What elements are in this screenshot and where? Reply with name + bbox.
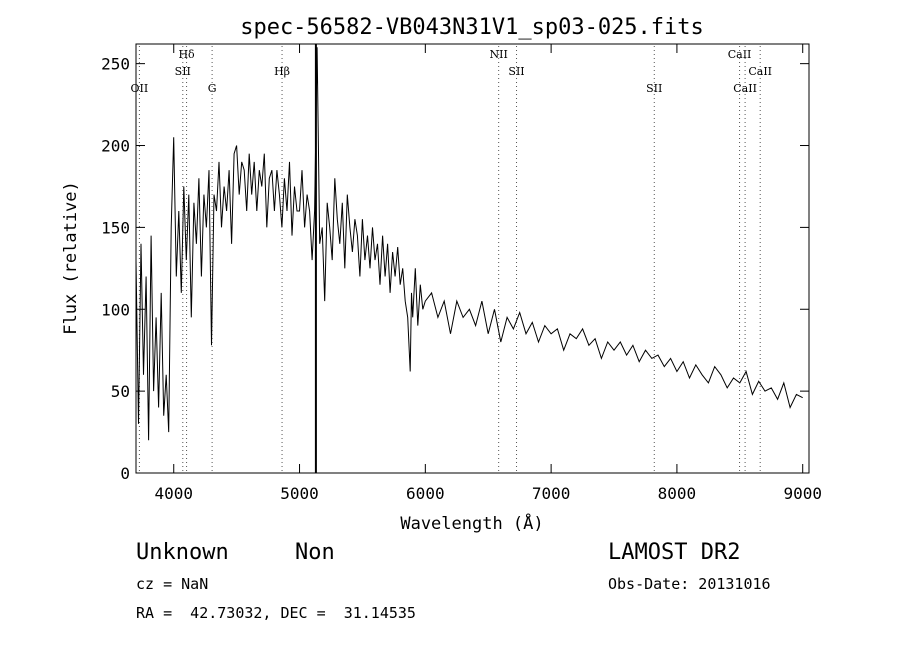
x-tick-label: 9000 <box>783 484 822 503</box>
spectrum-line <box>135 47 803 441</box>
x-tick-label: 8000 <box>658 484 697 503</box>
line-marker-label: G <box>208 82 217 95</box>
y-tick-label: 150 <box>101 218 130 237</box>
line-marker-label: SII <box>175 65 191 78</box>
spectral-subclass: Non <box>295 540 335 565</box>
x-tick-label: 4000 <box>154 484 193 503</box>
spectral-class: Unknown <box>136 540 229 565</box>
line-marker-label: OII <box>131 82 149 95</box>
y-tick-label: 50 <box>111 382 130 401</box>
line-marker-label: CaII <box>728 48 752 61</box>
x-tick-label: 7000 <box>532 484 571 503</box>
line-marker-label: Hβ <box>274 65 290 78</box>
sky-coordinates: RA = 42.73032, DEC = 31.14535 <box>136 604 416 622</box>
observation-date: Obs-Date: 20131016 <box>608 575 771 593</box>
y-axis-label: Flux (relative) <box>61 181 81 335</box>
x-tick-label: 5000 <box>280 484 319 503</box>
x-axis-label: Wavelength (Å) <box>400 512 543 534</box>
line-marker-label: Hδ <box>178 48 195 61</box>
spectrum-chart: spec-56582-VB043N31V1_sp03-025.fits OII H… <box>61 15 822 534</box>
survey-name: LAMOST DR2 <box>608 540 741 565</box>
x-tick-label: 6000 <box>406 484 445 503</box>
y-tick-label: 100 <box>101 300 130 319</box>
y-tick-label: 250 <box>101 55 130 74</box>
plot-frame <box>135 43 810 474</box>
line-marker-label: SII <box>508 65 524 78</box>
line-marker-label: CaII <box>733 82 757 95</box>
spectrum-series <box>135 44 803 473</box>
y-tick-label: 200 <box>101 137 130 156</box>
line-marker-label: SII <box>646 82 662 95</box>
redshift-cz: cz = NaN <box>136 575 209 593</box>
line-marker-label: NII <box>490 48 508 61</box>
y-tick-label: 0 <box>120 464 130 483</box>
axis-ticks: 4000 5000 6000 7000 8000 9000 0 50 100 150 200 250 <box>101 44 822 503</box>
line-marker-label: CaII <box>748 65 772 78</box>
chart-title: spec-56582-VB043N31V1_sp03-025.fits <box>240 15 704 40</box>
